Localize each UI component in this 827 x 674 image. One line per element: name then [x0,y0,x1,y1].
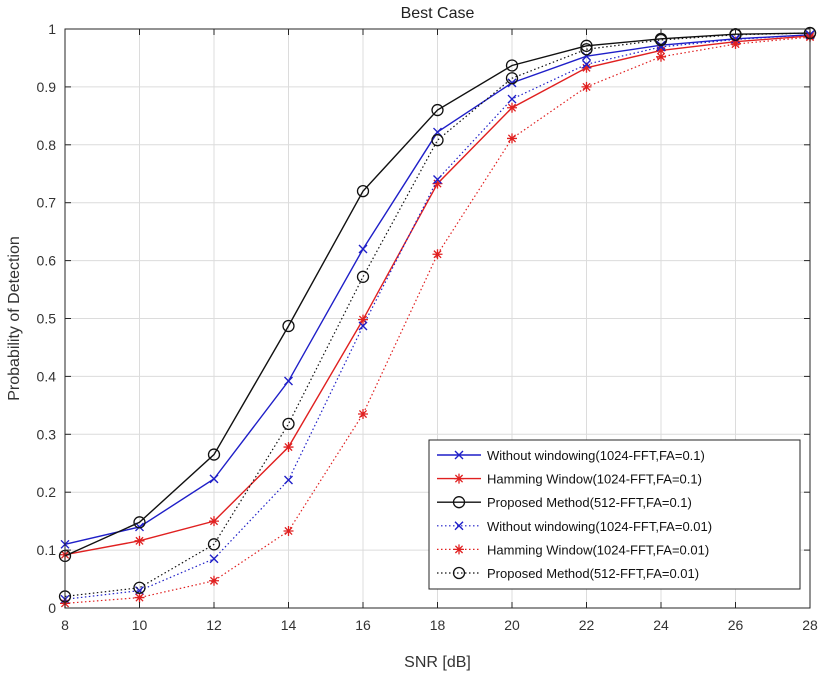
data-point [358,321,368,331]
y-tick-label: 0.9 [37,79,57,95]
legend-label: Hamming Window(1024-FFT,FA=0.01) [487,542,709,557]
data-point [282,417,295,431]
data-point [284,475,293,485]
data-point [507,133,517,144]
data-point [431,134,444,147]
series-line [64,34,811,600]
legend-entry: Without windowing(1024-FFT,FA=0.01) [437,519,712,534]
series-6 [58,26,817,603]
y-tick-label: 0.5 [37,311,57,327]
legend-marker [454,450,464,460]
data-point [356,184,370,198]
data-point [507,94,517,104]
y-tick-label: 0.7 [37,195,57,211]
data-point [134,535,145,546]
axis-ticks: 8 10 12 14 16 18 20 22 24 26 28 0 0.1 0.2 0.3 0.4 0.5 0.6… [37,21,818,633]
x-tick-label: 14 [281,617,297,633]
legend-marker [452,566,466,580]
legend-marker [454,473,464,484]
y-tick-label: 0.1 [37,542,57,558]
data-point [207,448,221,461]
y-tick-label: 1 [48,21,56,37]
data-point [581,81,592,92]
x-tick-label: 8 [61,617,69,633]
data-point [133,581,146,594]
legend-label: Without windowing(1024-FFT,FA=0.1) [487,448,705,463]
data-point [656,45,666,56]
data-point [507,102,517,113]
y-tick-label: 0.8 [37,137,57,153]
x-tick-label: 24 [653,617,669,633]
data-point [358,409,368,420]
data-point [133,516,146,529]
x-tick-label: 16 [355,617,371,633]
y-tick-label: 0.2 [37,484,57,500]
legend-marker [454,521,464,531]
legend-entry: Hamming Window(1024-FFT,FA=0.01) [437,542,709,557]
y-axis-label: Probability of Detection [6,236,23,401]
legend-label: Proposed Method(512-FFT,FA=0.01) [487,566,699,581]
x-tick-label: 12 [206,617,222,633]
series-line [64,32,811,557]
legend-entry: Proposed Method(512-FFT,FA=0.01) [437,566,699,581]
data-point [358,314,368,325]
legend-label: Proposed Method(512-FFT,FA=0.1) [487,495,692,510]
data-point [432,178,443,189]
data-point [284,376,293,386]
data-point [432,249,443,260]
data-point [730,39,741,50]
data-point [283,442,294,453]
legend-entry: Hamming Window(1024-FFT,FA=0.1) [437,472,702,487]
x-axis-label: SNR [dB] [404,654,471,671]
y-tick-label: 0 [48,600,56,616]
data-point [581,62,592,73]
y-tick-label: 0.6 [37,253,57,269]
data-point [580,39,593,52]
x-tick-label: 10 [132,617,148,633]
data-point [209,516,219,527]
legend-entry: Proposed Method(512-FFT,FA=0.1) [437,495,692,510]
data-point [505,59,519,72]
data-point [209,554,219,564]
x-tick-label: 26 [728,617,744,633]
x-tick-label: 22 [579,617,595,633]
y-tick-label: 0.3 [37,426,57,442]
data-point [582,59,591,69]
x-tick-label: 28 [802,617,818,633]
legend-box [428,439,801,590]
data-point [431,103,444,117]
legend-marker [454,544,464,555]
legend: Without windowing(1024-FFT,FA=0.1) Hammin… [428,439,801,590]
legend-entry: Without windowing(1024-FFT,FA=0.1) [437,448,705,463]
data-point [656,51,666,62]
chart-title: Best Case [401,5,475,22]
data-point [580,43,593,56]
series-line [64,32,811,598]
y-tick-label: 0.4 [37,368,57,384]
data-point [356,270,370,283]
data-point [207,538,221,551]
legend-marker [452,496,466,509]
data-point [358,244,368,254]
data-point [209,474,219,484]
x-tick-label: 20 [504,617,520,633]
legend-label: Without windowing(1024-FFT,FA=0.01) [487,519,712,534]
data-point [209,575,219,586]
data-point [433,175,442,185]
x-tick-label: 18 [430,617,446,633]
legend-label: Hamming Window(1024-FFT,FA=0.1) [487,472,702,487]
data-point [505,72,519,85]
data-point [134,592,145,603]
data-point [282,319,295,333]
data-point [283,525,294,536]
